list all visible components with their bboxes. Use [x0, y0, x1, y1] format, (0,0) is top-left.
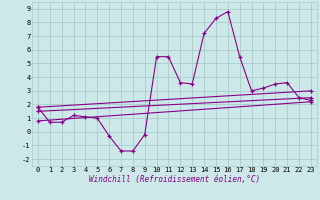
- X-axis label: Windchill (Refroidissement éolien,°C): Windchill (Refroidissement éolien,°C): [89, 175, 260, 184]
